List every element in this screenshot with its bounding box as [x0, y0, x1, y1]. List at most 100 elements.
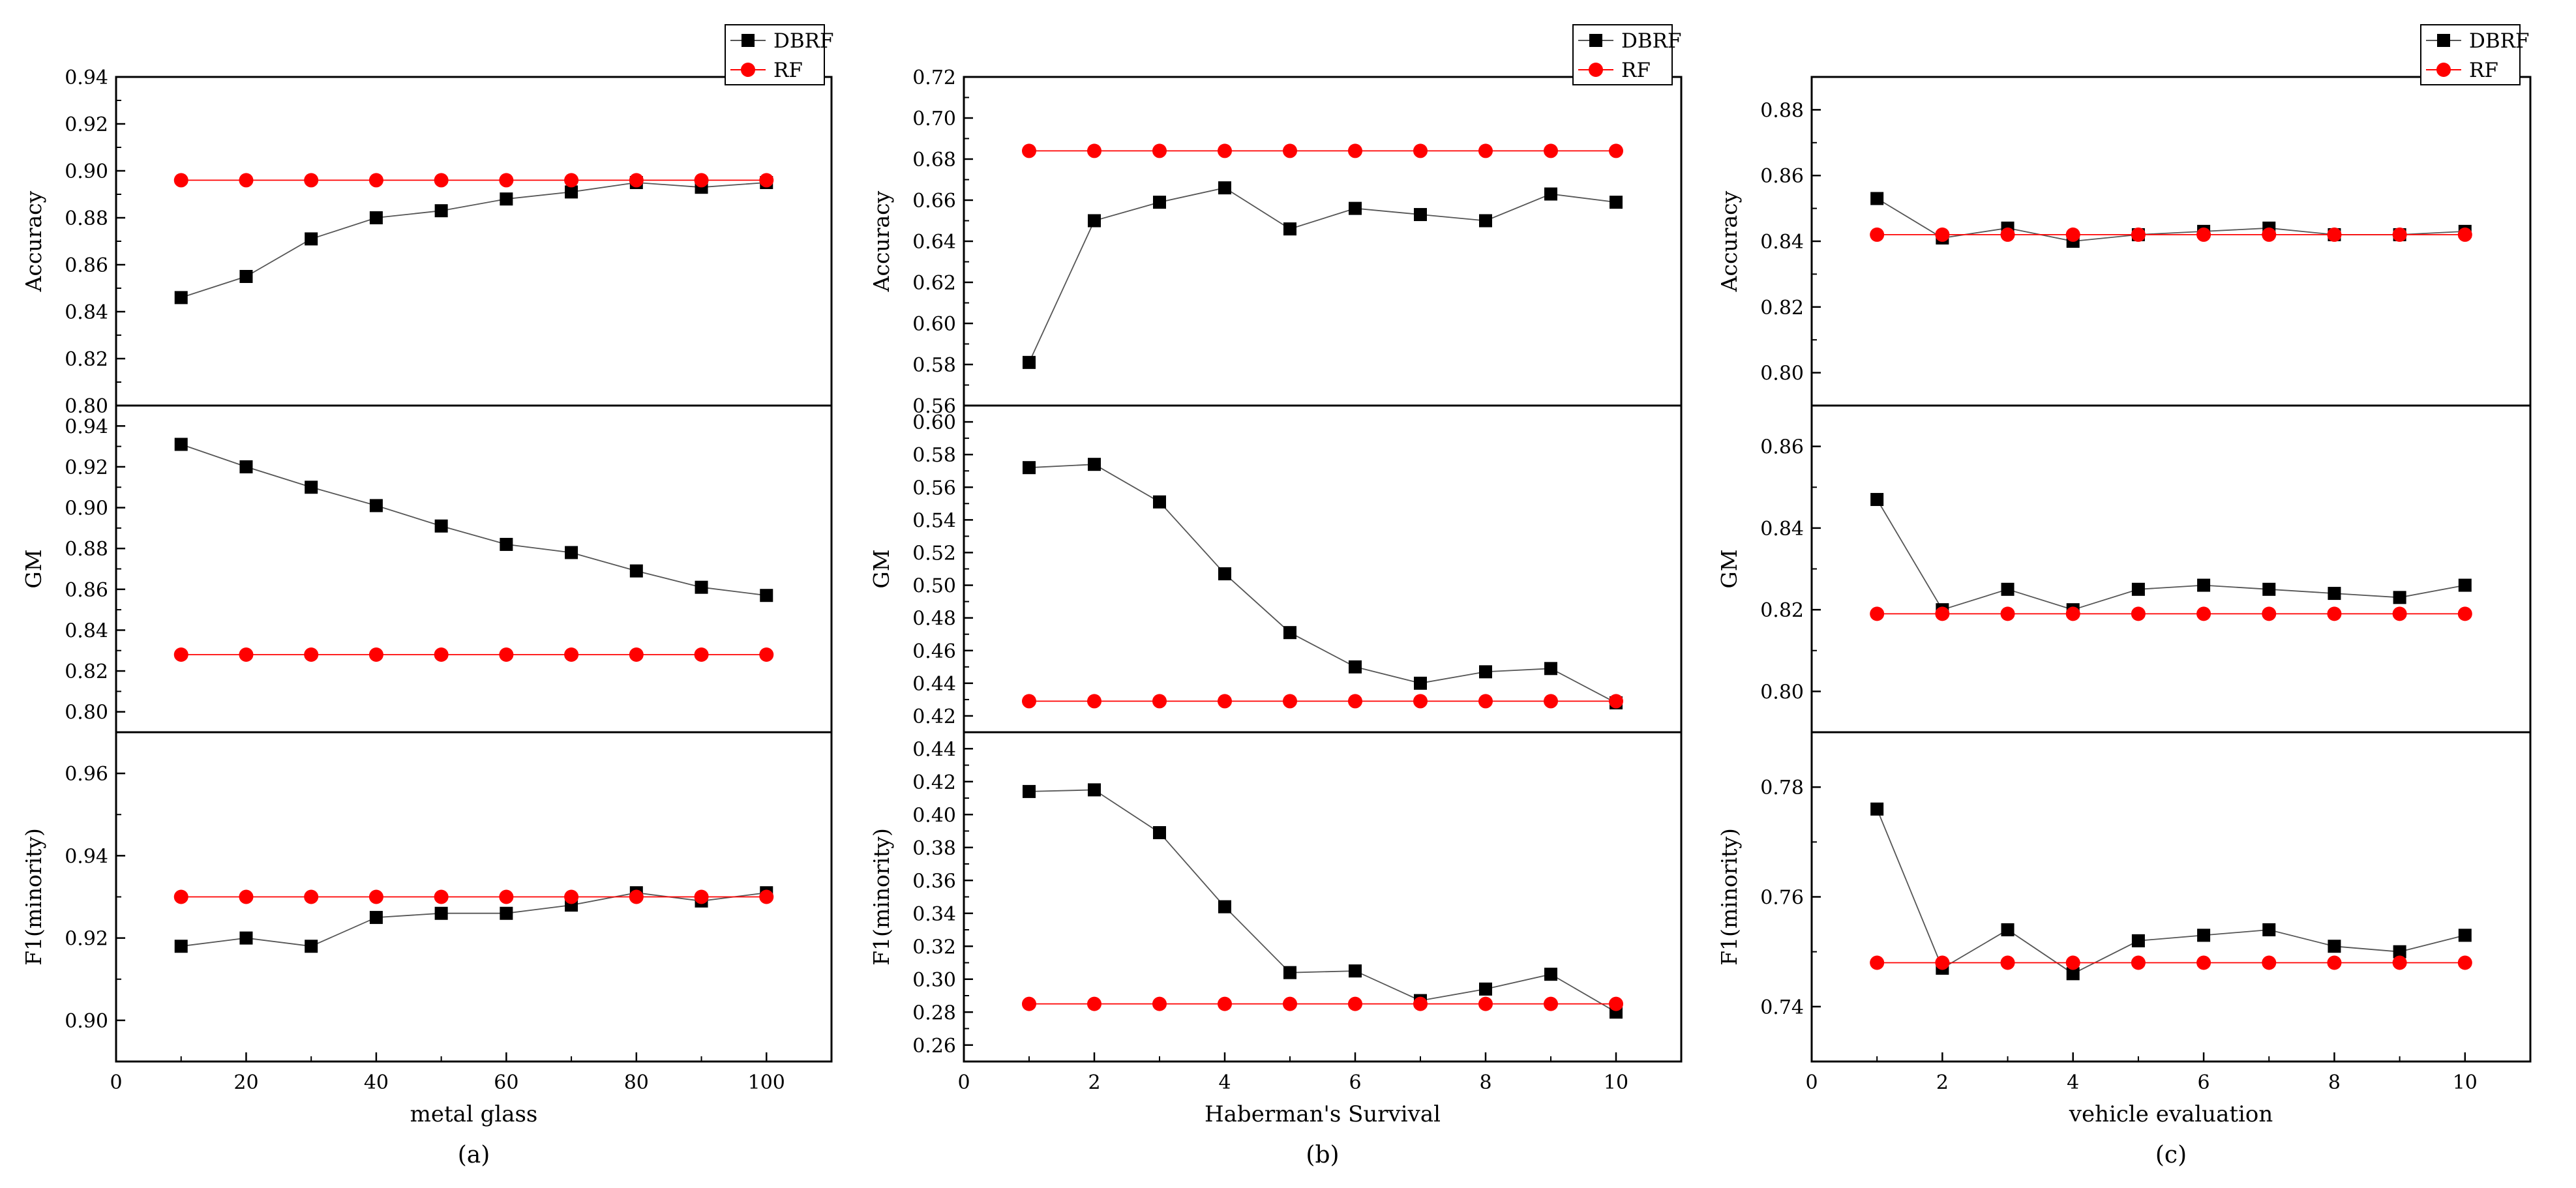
- point-rf: [629, 647, 644, 662]
- point-rf: [2457, 955, 2472, 970]
- point-dbrf: [239, 270, 253, 283]
- point-rf: [2065, 227, 2080, 242]
- point-dbrf: [1479, 214, 1492, 228]
- point-rf: [368, 889, 383, 904]
- point-rf: [759, 889, 774, 904]
- y-tick-label: 0.44: [912, 738, 956, 761]
- y-tick-label: 0.96: [65, 763, 108, 786]
- x-tick-label: 10: [2453, 1071, 2478, 1094]
- y-tick-label: 0.82: [65, 348, 108, 371]
- point-dbrf: [2393, 945, 2406, 958]
- point-dbrf: [1218, 900, 1231, 913]
- y-tick-label: 0.72: [912, 67, 956, 89]
- point-dbrf: [1218, 567, 1231, 581]
- legend-label-dbrf: DBRF: [1621, 29, 1682, 53]
- point-rf: [1935, 955, 1950, 970]
- point-rf: [2327, 606, 2342, 621]
- y-tick-label: 0.84: [65, 619, 108, 642]
- y-axis-label: GM: [869, 549, 894, 588]
- point-rf: [1022, 694, 1036, 709]
- point-rf: [1413, 996, 1428, 1011]
- y-tick-label: 0.86: [65, 254, 108, 277]
- x-tick-label: 4: [1218, 1071, 1231, 1094]
- point-rf: [173, 889, 188, 904]
- y-tick-label: 0.32: [912, 936, 956, 958]
- panel-c: 0.80 0.82 0.84 0.86 0.88 Accuracy 0.80 0.82 0.84…: [1716, 24, 2532, 1168]
- x-tick-label: 100: [748, 1071, 785, 1094]
- point-rf: [1870, 955, 1885, 970]
- point-rf: [2131, 227, 2146, 242]
- panel-label: (b): [1306, 1142, 1339, 1168]
- point-rf: [564, 889, 579, 904]
- point-dbrf: [434, 204, 448, 218]
- plot-frame: [115, 731, 833, 1063]
- series-line-dbrf: [181, 443, 767, 597]
- y-axis-label: Accuracy: [1716, 190, 1742, 292]
- point-dbrf: [1414, 676, 1427, 690]
- series-line-dbrf: [181, 182, 767, 299]
- point-dbrf: [1153, 826, 1166, 840]
- point-rf: [173, 647, 188, 662]
- point-dbrf: [1023, 784, 1036, 798]
- point-dbrf: [1349, 660, 1362, 674]
- point-rf: [1087, 694, 1101, 709]
- point-dbrf: [1088, 458, 1101, 471]
- point-dbrf: [695, 580, 708, 594]
- point-dbrf: [1349, 964, 1362, 978]
- y-tick-label: 0.60: [912, 411, 956, 434]
- point-rf: [239, 173, 254, 188]
- y-tick-label: 0.80: [65, 702, 108, 724]
- point-rf: [1218, 996, 1232, 1011]
- x-tick-label: 10: [1604, 1071, 1628, 1094]
- x-tick-label: 6: [1349, 1071, 1361, 1094]
- point-dbrf: [1479, 982, 1492, 996]
- point-dbrf: [1610, 196, 1623, 209]
- point-dbrf: [1283, 626, 1296, 640]
- y-tick-label: 0.44: [912, 673, 956, 696]
- y-axis-label: GM: [1716, 549, 1742, 588]
- point-dbrf: [1088, 783, 1101, 797]
- y-tick-label: 0.74: [1760, 996, 1804, 1019]
- point-dbrf: [2458, 928, 2472, 942]
- x-tick-label: 8: [2328, 1071, 2341, 1094]
- y-tick-label: 0.56: [912, 395, 956, 418]
- point-rf: [1087, 143, 1101, 158]
- y-tick-label: 0.48: [912, 608, 956, 631]
- point-rf: [2000, 955, 2015, 970]
- point-rf: [173, 173, 188, 188]
- point-dbrf: [239, 931, 253, 945]
- point-rf: [629, 173, 644, 188]
- point-rf: [239, 647, 254, 662]
- subplot-a-f1-minority: 0.90 0.92 0.94 0.96 F1(minority): [21, 731, 833, 1063]
- x-tick-label: 0: [957, 1071, 970, 1094]
- panel-a: 0.80 0.82 0.84 0.86 0.88 0.90 0.92 0.94 Accuracy…: [21, 24, 834, 1168]
- point-dbrf: [174, 291, 188, 304]
- point-rf: [1935, 606, 1950, 621]
- point-rf: [2131, 955, 2146, 970]
- point-dbrf: [2001, 923, 2014, 936]
- point-rf: [694, 889, 709, 904]
- point-rf: [2196, 227, 2211, 242]
- point-rf: [2000, 606, 2015, 621]
- point-rf: [2327, 955, 2342, 970]
- point-dbrf: [1479, 665, 1492, 679]
- y-axis-label: F1(minority): [1716, 828, 1742, 966]
- point-rf: [1609, 996, 1623, 1011]
- point-rf: [2457, 227, 2472, 242]
- point-rf: [1413, 694, 1428, 709]
- point-dbrf: [629, 564, 643, 578]
- point-dbrf: [2328, 940, 2341, 953]
- point-dbrf: [174, 438, 188, 451]
- subplot-b-accuracy: 0.56 0.58 0.60 0.62 0.64 0.66 0.68 0.70 0.72 Accu…: [869, 67, 1683, 418]
- x-tick-label: 6: [2198, 1071, 2210, 1094]
- point-rf: [2262, 606, 2277, 621]
- point-rf: [304, 647, 319, 662]
- point-rf: [1348, 694, 1362, 709]
- point-rf: [499, 647, 514, 662]
- point-rf: [1087, 996, 1101, 1011]
- point-dbrf: [2197, 928, 2211, 942]
- point-dbrf: [1870, 192, 1884, 205]
- legend-label-rf: RF: [1621, 59, 1651, 82]
- point-dbrf: [369, 211, 383, 224]
- point-dbrf: [1870, 802, 1884, 816]
